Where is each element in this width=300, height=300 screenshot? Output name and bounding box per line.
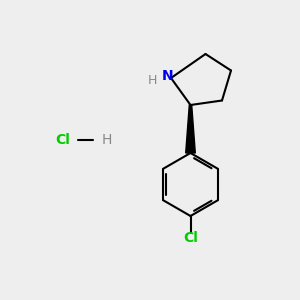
Text: Cl: Cl (183, 232, 198, 245)
Text: H: H (101, 133, 112, 146)
Text: N: N (162, 69, 173, 82)
Text: Cl: Cl (56, 133, 70, 146)
Polygon shape (186, 105, 195, 153)
Text: H: H (148, 74, 157, 87)
